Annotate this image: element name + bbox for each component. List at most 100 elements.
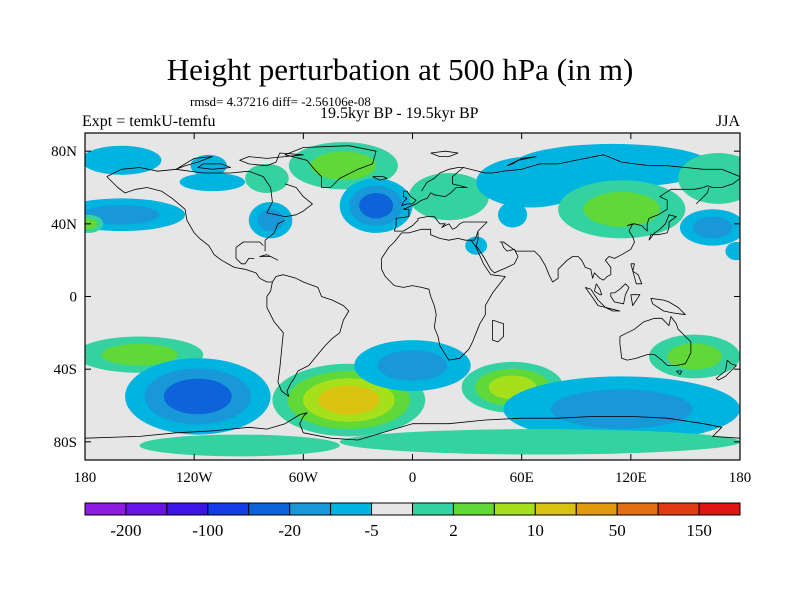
colorbar-box — [125, 502, 168, 516]
lon-tick-label: 180 — [74, 470, 97, 486]
colorbar-label: -5 — [364, 521, 378, 540]
coastline — [175, 156, 213, 170]
colorbar-box — [534, 502, 577, 516]
lon-tick-label: 120E — [615, 470, 647, 486]
coastline — [394, 216, 488, 241]
coastline — [259, 254, 279, 261]
map-axes: 80N 40N 0 40S 80S 180 120W 60W 0 60E 120E 180 — [51, 132, 752, 486]
colorbar-label: 2 — [449, 521, 458, 540]
coastline — [381, 232, 402, 259]
coastline — [235, 247, 255, 265]
experiment-label: Expt = temkU-temfu — [82, 113, 216, 130]
colorbar-box — [412, 502, 454, 516]
contour-fill — [101, 343, 178, 366]
colorbar-label: 150 — [686, 521, 712, 540]
colorbar-box — [657, 502, 700, 516]
colorbar-box — [698, 502, 741, 516]
contour-fill — [257, 209, 284, 232]
contour-fill — [667, 343, 722, 370]
coastline — [605, 307, 621, 312]
coastline — [715, 359, 737, 381]
contour-fill — [725, 242, 740, 261]
colorbar-label: 10 — [527, 521, 544, 540]
coastlines — [85, 145, 740, 441]
contour-fill — [339, 429, 740, 455]
contour-fill — [512, 143, 713, 188]
coastline — [239, 152, 304, 167]
colorbar-label: -200 — [110, 521, 141, 540]
colorbar-box — [84, 502, 127, 516]
coastline — [650, 297, 686, 316]
contour-fill — [139, 434, 340, 457]
coastline — [676, 370, 683, 375]
colorbar: -200 -100 -20 -5 2 10 50 150 — [84, 502, 741, 540]
lon-tick-label: 120W — [176, 470, 214, 486]
coastline — [492, 319, 504, 343]
contour-fill — [179, 172, 246, 192]
coastline — [506, 156, 537, 167]
contour-fill — [550, 389, 693, 429]
coastline — [372, 176, 388, 181]
coastline — [85, 412, 740, 441]
contour-fill — [85, 218, 98, 230]
contour-fill — [190, 154, 227, 177]
colorbar-box — [452, 502, 495, 516]
coastline — [393, 154, 740, 232]
lat-tick-label: 40N — [51, 217, 77, 233]
coastline — [264, 219, 286, 252]
coastline — [106, 167, 313, 217]
lon-tick-label: 60W — [289, 470, 319, 486]
colorbar-label: 50 — [609, 521, 626, 540]
lat-tick-label: 0 — [70, 290, 78, 306]
contour-fill — [163, 378, 232, 415]
lon-tick-label: 0 — [409, 470, 417, 486]
contour-fill — [408, 172, 489, 221]
period-label: 19.5kyr BP - 19.5kyr BP — [320, 105, 479, 122]
colorbar-box — [289, 502, 332, 516]
chart-title: Height perturbation at 500 hPa (in m) — [166, 52, 634, 87]
contour-fill — [318, 385, 380, 415]
map-panel — [85, 133, 740, 460]
coastline — [272, 274, 350, 397]
colorbar-box — [166, 502, 209, 516]
colorbar-label: -100 — [192, 521, 223, 540]
coastline — [197, 163, 231, 170]
contour-fill — [693, 216, 733, 239]
coastline — [475, 178, 740, 283]
lon-tick-label: 60E — [510, 470, 534, 486]
coastline — [284, 145, 377, 188]
colorbar-box — [493, 502, 536, 516]
contour-fill — [359, 192, 394, 219]
colorbar-box — [207, 502, 250, 516]
coastline — [696, 187, 710, 205]
colorbar-box — [371, 502, 413, 516]
lon-tick-label: 180 — [729, 470, 752, 486]
contour-fill — [310, 151, 377, 180]
coastline — [421, 167, 464, 192]
contour-fill — [498, 202, 528, 228]
coastline — [235, 241, 264, 248]
lat-tick-label: 80S — [54, 435, 77, 451]
coastline — [610, 283, 630, 305]
coastline — [401, 190, 417, 207]
contour-fill — [85, 204, 160, 225]
coastline — [430, 150, 459, 157]
colorbar-box — [616, 502, 659, 516]
contour-fill — [678, 152, 740, 204]
stats-line: rmsd= 4.37216 diff= -2.56106e-08 — [190, 94, 371, 109]
contour-fill — [377, 350, 448, 381]
contour-fill — [85, 145, 162, 175]
lat-tick-label: 80N — [51, 144, 77, 160]
coastline — [106, 176, 273, 283]
coastline — [648, 214, 677, 241]
season-label: JJA — [715, 113, 740, 130]
contour-fill — [583, 191, 660, 227]
coastline — [630, 263, 643, 285]
field-layer — [85, 142, 740, 457]
coastline — [594, 283, 603, 296]
colorbar-box — [330, 502, 373, 516]
coastline — [630, 294, 641, 306]
coastline — [381, 239, 506, 361]
colorbar-box — [575, 502, 618, 516]
